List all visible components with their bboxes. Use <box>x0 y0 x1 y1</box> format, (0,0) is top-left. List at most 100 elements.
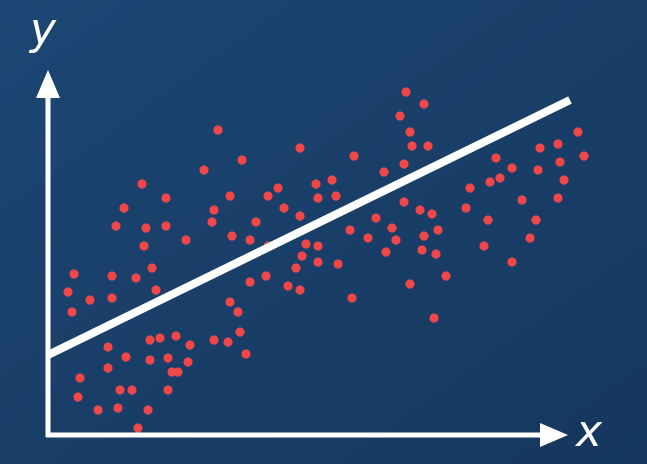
data-point <box>419 99 429 109</box>
data-point <box>145 335 155 345</box>
data-point <box>147 263 157 273</box>
data-point <box>227 231 237 241</box>
data-point <box>535 143 545 153</box>
data-point <box>173 367 183 377</box>
data-point <box>69 269 79 279</box>
data-point <box>533 165 543 175</box>
data-point <box>441 271 451 281</box>
data-point <box>331 191 341 201</box>
data-point <box>183 357 193 367</box>
data-point <box>223 337 233 347</box>
data-point <box>507 257 517 267</box>
data-point <box>213 125 223 135</box>
data-point <box>345 225 355 235</box>
data-point <box>151 285 161 295</box>
data-point <box>485 177 495 187</box>
data-point <box>107 293 117 303</box>
data-point <box>553 193 563 203</box>
data-point <box>119 203 129 213</box>
data-point <box>185 340 195 350</box>
data-point <box>531 215 541 225</box>
data-point <box>525 233 535 243</box>
data-point <box>381 247 391 257</box>
data-point <box>399 197 409 207</box>
data-point <box>379 167 389 177</box>
data-point <box>399 159 409 169</box>
data-point <box>245 277 255 287</box>
data-point <box>295 211 305 221</box>
data-point <box>181 235 191 245</box>
data-point <box>333 259 343 269</box>
data-point <box>161 193 171 203</box>
data-point <box>93 405 103 415</box>
data-point <box>111 221 121 231</box>
data-point <box>371 213 381 223</box>
data-point <box>495 173 505 183</box>
data-point <box>431 249 441 259</box>
data-point <box>63 287 73 297</box>
data-point <box>387 223 397 233</box>
data-point <box>283 281 293 291</box>
data-point <box>347 293 357 303</box>
data-point <box>103 363 113 373</box>
data-point <box>245 235 255 245</box>
data-point <box>327 175 337 185</box>
data-point <box>429 313 439 323</box>
data-point <box>85 295 95 305</box>
data-point <box>573 127 583 137</box>
data-point <box>301 239 311 249</box>
data-point <box>107 271 117 281</box>
data-point <box>75 373 85 383</box>
data-point <box>237 155 247 165</box>
data-point <box>415 205 425 215</box>
data-point <box>263 191 273 201</box>
data-point <box>209 205 219 215</box>
data-point <box>251 217 261 227</box>
data-point <box>145 355 155 365</box>
data-point <box>279 203 289 213</box>
data-point <box>517 195 527 205</box>
data-point <box>313 241 323 251</box>
data-point <box>113 403 123 413</box>
data-point <box>407 141 417 151</box>
data-point <box>313 257 323 267</box>
data-point <box>579 151 589 161</box>
data-point <box>225 297 235 307</box>
data-point <box>417 245 427 255</box>
data-point <box>295 285 305 295</box>
data-point <box>115 385 125 395</box>
data-point <box>405 127 415 137</box>
data-point <box>311 179 321 189</box>
data-point <box>73 392 83 402</box>
data-point <box>401 87 411 97</box>
data-point <box>483 215 493 225</box>
data-point <box>103 342 113 352</box>
data-point <box>349 151 359 161</box>
x-axis-label: x <box>574 406 603 457</box>
data-point <box>295 143 305 153</box>
data-point <box>297 251 307 261</box>
trend-line <box>46 96 572 359</box>
data-point <box>559 175 569 185</box>
data-point <box>163 353 173 363</box>
data-point <box>261 271 271 281</box>
data-point <box>67 307 77 317</box>
data-point <box>207 217 217 227</box>
data-point <box>363 233 373 243</box>
data-point <box>209 335 219 345</box>
data-point <box>427 209 437 219</box>
data-point <box>465 183 475 193</box>
data-point <box>225 191 235 201</box>
x-axis-arrow <box>540 423 568 447</box>
data-point <box>127 385 137 395</box>
data-point <box>273 183 283 193</box>
data-point <box>291 263 301 273</box>
data-point <box>507 163 517 173</box>
data-point <box>199 165 209 175</box>
data-point <box>143 405 153 415</box>
data-point <box>491 153 501 163</box>
data-point <box>131 273 141 283</box>
data-point <box>553 139 563 149</box>
